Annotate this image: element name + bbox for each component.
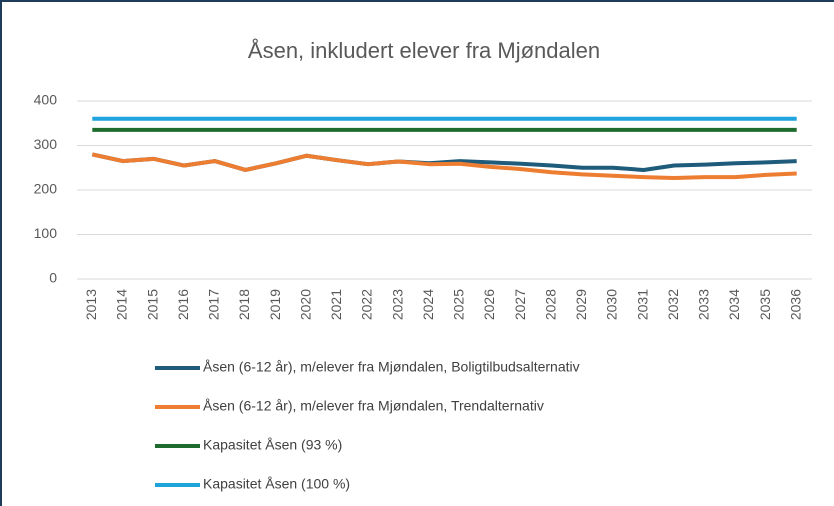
legend-label: Åsen (6-12 år), m/elever fra Mjøndalen, … xyxy=(203,359,580,375)
x-tick-label: 2030 xyxy=(604,289,620,320)
x-tick-label: 2022 xyxy=(359,289,375,320)
x-tick-label: 2019 xyxy=(267,289,283,320)
x-tick-label: 2027 xyxy=(512,289,528,320)
x-tick-label: 2018 xyxy=(236,289,252,320)
x-tick-label: 2036 xyxy=(787,289,803,320)
legend-label: Kapasitet Åsen (100 %) xyxy=(203,476,350,492)
x-tick-label: 2029 xyxy=(573,289,589,320)
x-tick-label: 2024 xyxy=(420,289,436,320)
x-tick-label: 2033 xyxy=(696,289,712,320)
y-tick-label: 100 xyxy=(34,225,58,241)
x-tick-label: 2034 xyxy=(726,289,742,320)
chart-title: Åsen, inkludert elever fra Mjøndalen xyxy=(248,38,600,63)
x-tick-label: 2031 xyxy=(634,289,650,320)
x-tick-label: 2035 xyxy=(757,289,773,320)
x-tick-label: 2014 xyxy=(114,289,130,320)
legend-label: Åsen (6-12 år), m/elever fra Mjøndalen, … xyxy=(203,398,544,414)
x-tick-label: 2020 xyxy=(297,289,313,320)
y-tick-label: 200 xyxy=(34,181,58,197)
x-tick-label: 2028 xyxy=(542,289,558,320)
x-tick-label: 2013 xyxy=(83,289,99,320)
legend-label: Kapasitet Åsen (93 %) xyxy=(203,437,342,453)
x-tick-label: 2032 xyxy=(665,289,681,320)
y-tick-label: 300 xyxy=(34,136,58,152)
y-tick-label: 0 xyxy=(49,270,57,286)
x-tick-label: 2025 xyxy=(451,289,467,320)
x-tick-label: 2017 xyxy=(206,289,222,320)
x-tick-label: 2016 xyxy=(175,289,191,320)
x-tick-label: 2021 xyxy=(328,289,344,320)
x-tick-label: 2026 xyxy=(481,289,497,320)
series-line xyxy=(91,152,797,180)
x-tick-label: 2023 xyxy=(389,289,405,320)
x-tick-label: 2015 xyxy=(144,289,160,320)
y-tick-label: 400 xyxy=(34,92,58,108)
